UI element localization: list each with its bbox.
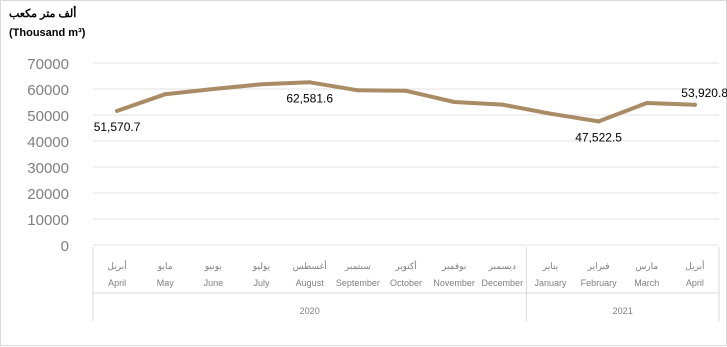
y-tick-label: 50000	[27, 108, 69, 125]
data-label: 47,522.5	[575, 130, 622, 144]
series-line	[115, 80, 697, 124]
y-tick-label: 20000	[27, 186, 69, 203]
x-tick-label-arabic: أغسطس	[293, 259, 327, 272]
x-tick-label: May	[157, 278, 175, 288]
y-tick-label: 10000	[27, 212, 69, 229]
y-tick-label: 30000	[27, 160, 69, 177]
x-tick-label-arabic: نوفمبر	[441, 261, 466, 272]
x-tick-label-arabic: سبتمبر	[344, 261, 371, 272]
x-tick-label-arabic: يوليو	[252, 261, 271, 272]
data-label: 53,920.8	[681, 86, 727, 100]
y-tick-label: 0	[61, 238, 69, 255]
x-tick-label: April	[686, 278, 704, 288]
x-tick-label-arabic: فبراير	[587, 261, 610, 272]
x-tick-label: June	[204, 278, 224, 288]
data-point	[307, 80, 312, 85]
data-point	[596, 119, 601, 124]
x-tick-label: September	[336, 278, 380, 288]
x-tick-label-arabic: مارس	[635, 261, 658, 272]
x-tick-label-arabic: ديسمبر	[488, 261, 516, 272]
data-point	[644, 101, 649, 106]
x-tick-label: December	[482, 278, 524, 288]
data-point	[692, 102, 697, 107]
data-point	[115, 108, 120, 113]
data-point	[259, 82, 264, 87]
data-point	[211, 87, 216, 91]
x-tick-label: January	[534, 278, 567, 288]
data-label: 62,581.6	[286, 91, 333, 105]
year-label: 2021	[613, 306, 633, 316]
y-tick-label: 70000	[27, 56, 69, 73]
x-tick-label: November	[433, 278, 475, 288]
x-tick-label-arabic: أكتوبر	[394, 259, 417, 272]
x-tick-label-arabic: مايو	[157, 261, 173, 272]
data-point	[163, 92, 168, 97]
data-point	[500, 102, 505, 107]
data-label: 51,570.7	[94, 120, 141, 134]
data-point	[404, 88, 408, 93]
x-tick-label: August	[296, 278, 325, 288]
x-tick-label: February	[581, 278, 618, 288]
x-tick-label-arabic: يونيو	[204, 261, 223, 272]
y-axis-unit-arabic: ألف متر مكعب	[9, 8, 77, 20]
year-label: 2020	[300, 306, 320, 316]
data-point	[548, 111, 553, 116]
x-tick-label: March	[634, 278, 659, 288]
data-point	[452, 100, 457, 104]
x-tick-label: October	[390, 278, 422, 288]
data-point	[355, 88, 360, 93]
y-tick-label: 60000	[27, 82, 69, 99]
y-tick-label: 40000	[27, 134, 69, 151]
x-tick-label: April	[108, 278, 126, 288]
x-tick-label: July	[254, 278, 271, 288]
x-tick-label-arabic: أبريل	[107, 259, 126, 272]
x-tick-label-arabic: أبريل	[685, 259, 704, 272]
x-tick-label-arabic: يناير	[542, 261, 559, 272]
y-axis-unit-english: (Thousand m³)	[9, 27, 86, 39]
